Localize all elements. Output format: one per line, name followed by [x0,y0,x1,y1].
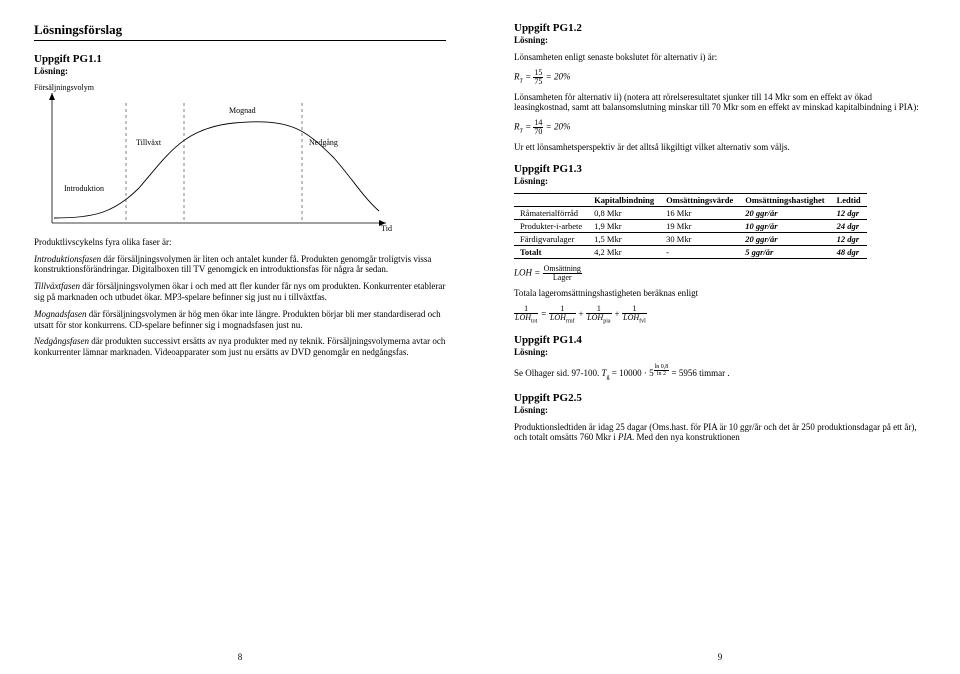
phase-label-intro: Introduktion [64,184,104,193]
page-right: Uppgift PG1.2 Lösning: Lönsamheten enlig… [480,0,960,674]
table-cell: 20 ggr/år [739,206,830,219]
phase-name: Introduktionsfasen [34,254,101,264]
task-heading-pg11: Uppgift PG1.1 [34,53,446,65]
table-cell: 16 Mkr [660,206,739,219]
lifecycle-chart: Försäljningsvolym Introduktion Tillväxt … [34,83,394,233]
table-header [514,193,588,206]
lifecycle-svg: Introduktion Tillväxt Mognad Nedgång [34,93,394,233]
pg14-text: Se Olhager sid. 97-100. Tg = 10000 · 5ln… [514,364,926,382]
task-heading-pg12: Uppgift PG1.2 [514,22,926,34]
table-cell: 4,2 Mkr [588,245,660,258]
loh-fraction: 1LOHrmf [549,305,576,325]
para-tillvaxtfas: Tillväxtfasen där försäljningsvolymen ök… [34,281,446,303]
para-nedgangsfas: Nedgångsfasen där produkten successivt e… [34,336,446,358]
phases-intro: Produktlivscykelns fyra olika faser är: [34,237,446,248]
phase-text: där produkten successivt ersätts av nya … [34,336,445,357]
table-cell: 19 Mkr [660,219,739,232]
pg12-concl: Ur ett lönsamhetsperspektiv är det allts… [514,142,926,153]
loh-definition: LOH = OmsättningLager [514,265,926,282]
table-header: Ledtid [831,193,867,206]
pg13-text1: Totala lageromsättningshastigheten beräk… [514,288,926,299]
task-label: Lösning: [34,66,446,77]
task-heading-pg13: Uppgift PG1.3 [514,163,926,175]
phase-text: där försäljningsvolymen är hög men ökar … [34,309,441,330]
task-heading-pg14: Uppgift PG1.4 [514,334,926,346]
loh-fraction: 1LOHfvl [622,305,647,325]
phase-label-nedgang: Nedgång [309,138,338,147]
phase-name: Mognadsfasen [34,309,87,319]
loh-sum-equation: 1LOHtot = 1LOHrmf + 1LOHpia + 1LOHfvl [514,305,926,325]
table-header: Kapitalbindning [588,193,660,206]
table-cell: 10 ggr/år [739,219,830,232]
table-row: Färdigvarulager1,5 Mkr30 Mkr20 ggr/år12 … [514,232,867,245]
task-label: Lösning: [514,347,926,358]
chart-ylabel: Försäljningsvolym [34,83,94,92]
table-cell: 1,5 Mkr [588,232,660,245]
loh-fraction: 1LOHpia [586,305,611,325]
phase-name: Tillväxtfasen [34,281,80,291]
page-number-left: 8 [34,652,446,662]
para-introduktionsfas: Introduktionsfasen där försäljningsvolym… [34,254,446,276]
table-cell: 30 Mkr [660,232,739,245]
table-header: Omsättningsvärde [660,193,739,206]
table-row: Produkter-i-arbete1,9 Mkr19 Mkr10 ggr/år… [514,219,867,232]
page-title: Lösningsförslag [34,22,446,41]
pg12-intro: Lönsamheten enligt senaste bokslutet för… [514,52,926,63]
task-heading-pg25: Uppgift PG2.5 [514,392,926,404]
pg25-text: Produktionsledtiden är idag 25 dagar (Om… [514,422,926,444]
table-cell: Färdigvarulager [514,232,588,245]
table-cell: Råmaterialförråd [514,206,588,219]
phase-label-tillvaxt: Tillväxt [136,138,162,147]
table-cell: 1,9 Mkr [588,219,660,232]
task-label: Lösning: [514,405,926,416]
phase-text: där försäljningsvolymen ökar i och med a… [34,281,445,302]
loh-fraction: 1LOHtot [514,305,538,325]
table-cell: 48 dgr [831,245,867,258]
pg13-table: KapitalbindningOmsättningsvärdeOmsättnin… [514,193,867,259]
table-cell: 0,8 Mkr [588,206,660,219]
phase-label-mognad: Mognad [229,106,256,115]
pg12-eq2: RT = 1470 = 20% [514,119,926,136]
table-row: Råmaterialförråd0,8 Mkr16 Mkr20 ggr/år12… [514,206,867,219]
pg12-mid: Lönsamheten för alternativ ii) (notera a… [514,92,926,114]
pg12-eq1: RT = 1575 = 20% [514,69,926,86]
table-row: Totalt4,2 Mkr-5 ggr/år48 dgr [514,245,867,258]
table-cell: 12 dgr [831,206,867,219]
para-mognadsfas: Mognadsfasen där försäljningsvolymen är … [34,309,446,331]
table-cell: 20 ggr/år [739,232,830,245]
table-cell: 12 dgr [831,232,867,245]
task-label: Lösning: [514,35,926,46]
table-cell: Totalt [514,245,588,258]
table-header: Omsättningshastighet [739,193,830,206]
table-cell: 5 ggr/år [739,245,830,258]
chart-xlabel: Tid [381,224,392,233]
table-cell: 24 dgr [831,219,867,232]
phase-name: Nedgångsfasen [34,336,89,346]
table-cell: - [660,245,739,258]
task-label: Lösning: [514,176,926,187]
page-number-right: 9 [514,652,926,662]
table-cell: Produkter-i-arbete [514,219,588,232]
page-left: Lösningsförslag Uppgift PG1.1 Lösning: F… [0,0,480,674]
